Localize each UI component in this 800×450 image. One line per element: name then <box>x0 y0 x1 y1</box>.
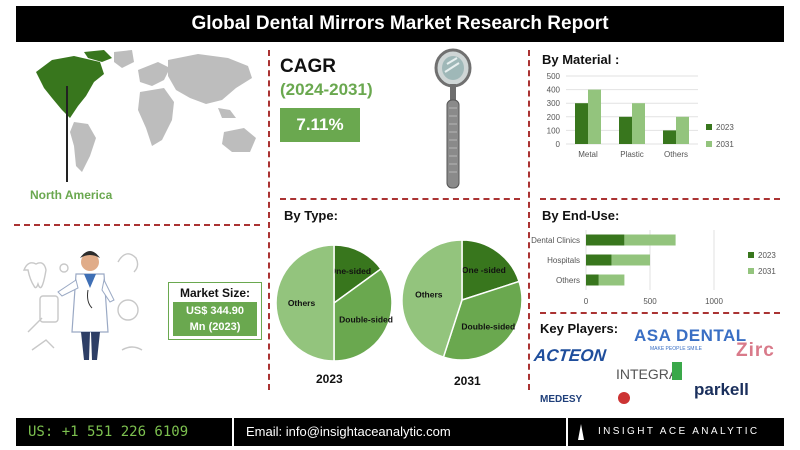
legend-swatch-2031 <box>706 141 712 147</box>
by-end-use-title: By End-Use: <box>542 208 620 223</box>
logo-zirc: Zirc <box>736 340 775 361</box>
bar-2031-others <box>598 274 625 286</box>
logo-medesy: MEDESY <box>540 394 583 405</box>
dental-mirror-icon <box>434 48 472 189</box>
bar-2031-others <box>676 116 689 144</box>
report-title: Global Dental Mirrors Market Research Re… <box>16 6 784 42</box>
pie-caption-2023: 2023 <box>316 372 343 386</box>
world-map-icon <box>36 50 256 172</box>
divider-left <box>268 50 270 390</box>
brand-logo-icon <box>578 424 584 440</box>
bar-2031-dental-clinics <box>624 234 676 246</box>
cagr-value: 7.11% <box>280 108 360 142</box>
x-tick-label: 0 <box>584 297 589 306</box>
footer-email[interactable]: Email: info@insightaceanalytic.com <box>234 418 566 446</box>
bar-2031-plastic <box>632 103 645 144</box>
footer-brand: INSIGHT ACE ANALYTIC <box>568 418 784 446</box>
market-size-value-line2: Mn (2023) <box>189 321 241 333</box>
y-tick-label: Hospitals <box>547 256 580 265</box>
region-label: North America <box>30 188 113 202</box>
divider-mid-h <box>280 198 520 200</box>
logo-acteon: ACTEON <box>533 346 607 365</box>
pie-chart-2031: One -sided Double-sided Others <box>401 239 523 361</box>
divider-right <box>528 50 530 390</box>
y-tick-label: 300 <box>547 99 561 108</box>
pie-caption-2031: 2031 <box>454 374 481 388</box>
divider-right-h1 <box>540 198 780 200</box>
by-type-title: By Type: <box>284 208 338 223</box>
cagr-title: CAGR <box>280 56 336 77</box>
bar-2023-hospitals <box>586 254 612 266</box>
end-use-bar-chart: 0 500 1000 Dental Clinics Hospitals Others 202… <box>531 230 776 306</box>
bar-2031-metal <box>588 89 601 144</box>
divider-left-h <box>14 224 260 226</box>
y-tick-label: 200 <box>547 113 561 122</box>
market-size-title: Market Size: <box>179 286 251 300</box>
y-tick-label: 500 <box>547 72 561 81</box>
y-tick-label: Dental Clinics <box>531 236 580 245</box>
pie-slice-one-sided <box>461 239 521 302</box>
y-tick-label: 100 <box>547 126 561 135</box>
pie-label: Double-sided <box>461 321 515 331</box>
pie-slice-others <box>401 239 463 359</box>
logo-integra: INTEGRA <box>616 366 679 382</box>
bar-2031-hospitals <box>611 254 650 266</box>
footer-brand-text: INSIGHT ACE ANALYTIC <box>598 426 760 437</box>
pie-slice-double-sided <box>333 267 393 362</box>
pie-chart-2023: One-sided Double-sided Others <box>275 244 393 362</box>
divider-right-h2 <box>540 312 780 314</box>
market-size-card: Market Size: US$ 344.90 Mn (2023) <box>168 282 262 340</box>
market-size-value: US$ 344.90 Mn (2023) <box>173 302 257 336</box>
footer-phone[interactable]: US: +1 551 226 6109 <box>16 418 232 446</box>
logo-parkell: parkell <box>694 380 749 399</box>
integra-mark-icon <box>672 362 682 380</box>
legend-label-2023: 2023 <box>716 123 734 132</box>
key-players-title: Key Players: <box>540 321 619 336</box>
legend-swatch-2023 <box>748 252 754 258</box>
bar-2023-others <box>586 274 599 286</box>
bar-2023-metal <box>575 103 588 144</box>
legend-label-2023: 2023 <box>758 251 776 260</box>
dentist-illustration-icon <box>22 251 143 360</box>
legend-label-2031: 2031 <box>716 140 734 149</box>
y-tick-label: 400 <box>547 86 561 95</box>
legend-swatch-2031 <box>748 268 754 274</box>
pie-slice-others <box>275 244 335 362</box>
logo-asa-dental: ASA DENTAL <box>634 326 747 345</box>
pie-label: One -sided <box>462 265 506 275</box>
logo-asa-dental-tagline: MAKE PEOPLE SMILE <box>650 346 702 352</box>
pie-label: Double-sided <box>339 314 393 324</box>
legend-swatch-2023 <box>706 124 712 130</box>
bar-2023-others <box>663 130 676 144</box>
pie-slice-one-sided <box>333 244 382 305</box>
medesy-seal-icon <box>618 392 630 404</box>
by-material-title: By Material : <box>542 52 620 67</box>
pie-slice-double-sided <box>442 280 523 361</box>
pie-label: Others <box>415 290 443 300</box>
market-size-value-line1: US$ 344.90 <box>185 305 245 317</box>
x-tick-label: 1000 <box>705 297 723 306</box>
y-tick-label: Others <box>556 276 580 285</box>
legend-label-2031: 2031 <box>758 267 776 276</box>
bar-2023-plastic <box>619 116 632 144</box>
x-tick-label: Metal <box>578 150 598 159</box>
x-tick-label: Others <box>664 150 688 159</box>
pie-label: Others <box>288 298 316 308</box>
x-tick-label: Plastic <box>620 150 644 159</box>
material-bar-chart: 0 100 200 300 400 500 Metal Plastic Others 2023 20… <box>547 72 735 159</box>
bar-2023-dental-clinics <box>586 234 625 246</box>
cagr-period: (2024-2031) <box>280 80 373 99</box>
region-pointer <box>66 86 68 182</box>
pie-label: One-sided <box>330 266 372 276</box>
y-tick-label: 0 <box>556 140 561 149</box>
x-tick-label: 500 <box>643 297 657 306</box>
